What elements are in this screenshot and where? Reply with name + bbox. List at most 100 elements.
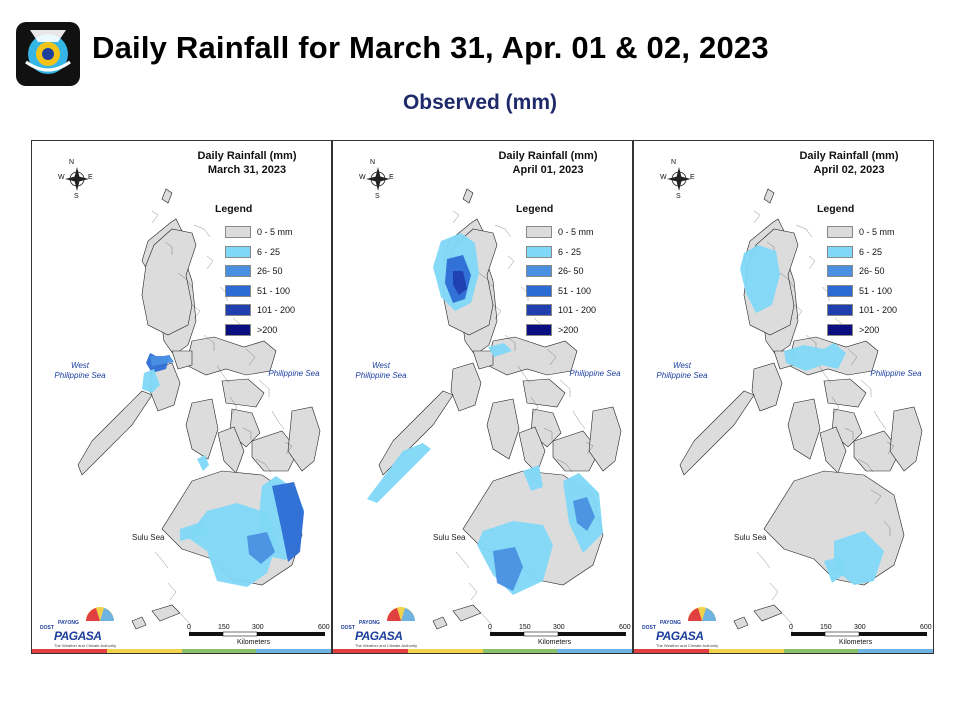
scale-tick-label: 150 <box>820 624 832 631</box>
sulu-sea-label: Sulu Sea <box>734 533 767 542</box>
color-strip <box>32 649 331 653</box>
legend-swatch <box>827 245 853 258</box>
scale-tick-label: 150 <box>519 624 531 631</box>
legend-label: 6 - 25 <box>257 246 281 257</box>
island-shape <box>171 350 193 370</box>
island-shape <box>251 430 299 472</box>
philippine-sea-label: Philippine Sea <box>870 369 922 378</box>
island-shape <box>763 188 775 204</box>
pagasa-wordmark: PAGASA <box>355 629 403 643</box>
rainfall-area <box>367 443 431 503</box>
island-shape <box>151 604 181 622</box>
pagasa-wordmark: PAGASA <box>656 629 704 643</box>
compass-s: S <box>676 193 681 200</box>
legend-label: 0 - 5 mm <box>558 227 594 237</box>
compass-w: W <box>660 174 667 181</box>
legend-swatch <box>526 226 552 238</box>
island-shape <box>679 390 755 476</box>
pagasa-logo-icon <box>16 22 80 86</box>
rainfall-area <box>453 271 467 295</box>
sulu-sea-label: Sulu Sea <box>433 533 466 542</box>
island-shape <box>819 426 847 474</box>
legend-label: 6 - 25 <box>859 246 883 257</box>
legend-swatch <box>526 265 552 277</box>
panel-title-line1: Daily Rainfall (mm) <box>498 150 598 162</box>
legend-swatch <box>225 304 251 316</box>
rainfall-area <box>247 532 275 564</box>
west-philippine-sea-label: West Philippine Sea <box>355 361 407 380</box>
dost-label: DOST <box>642 625 656 631</box>
island-shape <box>185 398 219 460</box>
scale-tick-label: 0 <box>789 624 793 631</box>
legend-label: 26- 50 <box>558 266 584 276</box>
legend-swatch <box>526 304 552 316</box>
island-shape <box>462 188 474 204</box>
dost-label: DOST <box>40 625 54 631</box>
scale-tick-label: 600 <box>619 624 631 631</box>
panel-title-date: March 31, 2023 <box>207 164 287 176</box>
rainfall-area <box>488 343 512 357</box>
legend-swatch <box>225 226 251 238</box>
legend-label: >200 <box>257 324 278 335</box>
philippine-sea-label: Philippine Sea <box>569 369 621 378</box>
legend-swatch <box>526 284 552 297</box>
legend-swatch <box>225 284 251 297</box>
panel-title-line1: Daily Rainfall (mm) <box>197 150 297 162</box>
compass-e: E <box>389 174 394 181</box>
panel-title-date: April 01, 2023 <box>512 164 584 176</box>
island-shape <box>432 616 448 630</box>
scale-tick-label: 300 <box>553 624 565 631</box>
legend-label: 51 - 100 <box>257 285 291 296</box>
island-shape <box>452 604 482 622</box>
rainfall-area <box>142 369 160 393</box>
legend-label: 6 - 25 <box>558 246 582 257</box>
panel-title: Daily Rainfall (mm) April 02, 2023 <box>784 149 914 177</box>
payong-label: PAYONG <box>58 620 79 626</box>
pagasa-umbrella-icon <box>688 607 716 621</box>
compass-rose-icon <box>65 167 89 191</box>
compass-w: W <box>58 174 65 181</box>
compass-rose-icon <box>366 167 390 191</box>
legend-title: Legend <box>215 203 253 215</box>
island-shape <box>221 378 265 408</box>
island-shape <box>77 390 153 476</box>
rainfall-area <box>834 531 884 585</box>
island-shape <box>753 604 783 622</box>
map-panel-april-01: Daily Rainfall (mm) April 01, 2023 Legend 0… <box>332 140 633 654</box>
legend-swatch <box>225 245 251 258</box>
rainfall-area <box>493 547 523 591</box>
pagasa-wordmark: PAGASA <box>54 629 102 643</box>
island-shape <box>486 336 578 376</box>
legend-swatch <box>526 245 552 258</box>
legend-swatch <box>526 323 552 336</box>
pagasa-umbrella-icon <box>387 607 415 621</box>
island-shape <box>823 378 867 408</box>
legend-swatch <box>827 323 853 336</box>
compass-n: N <box>69 159 75 166</box>
scale-bar <box>189 631 325 637</box>
west-philippine-sea-label: West Philippine Sea <box>656 361 708 380</box>
payong-label: PAYONG <box>359 620 380 626</box>
pagasa-tagline: The Weather and Climate Authority <box>54 643 117 648</box>
legend-label: 0 - 5 mm <box>257 227 293 237</box>
scale-tick-label: 600 <box>920 624 932 631</box>
color-strip <box>634 649 933 653</box>
legend-swatch <box>827 284 853 297</box>
philippines-map <box>667 167 927 637</box>
island-shape <box>486 398 520 460</box>
panel-title: Daily Rainfall (mm) April 01, 2023 <box>483 149 613 177</box>
scale-tick-label: 150 <box>218 624 230 631</box>
island-shape <box>733 616 749 630</box>
philippine-sea-label: Philippine Sea <box>268 369 320 378</box>
scale-bar <box>490 631 626 637</box>
island-shape <box>518 426 546 474</box>
west-philippine-sea-label: West Philippine Sea <box>54 361 106 380</box>
compass-n: N <box>671 159 677 166</box>
panel-title: Daily Rainfall (mm) March 31, 2023 <box>182 149 312 177</box>
island-shape <box>751 362 783 412</box>
rainfall-area <box>573 497 595 531</box>
legend-label: 26- 50 <box>257 266 283 276</box>
island-shape <box>522 378 566 408</box>
map-panel-march-31: Daily Rainfall (mm) March 31, 2023 Legend 0… <box>31 140 332 654</box>
pagasa-tagline: The Weather and Climate Authority <box>355 643 418 648</box>
